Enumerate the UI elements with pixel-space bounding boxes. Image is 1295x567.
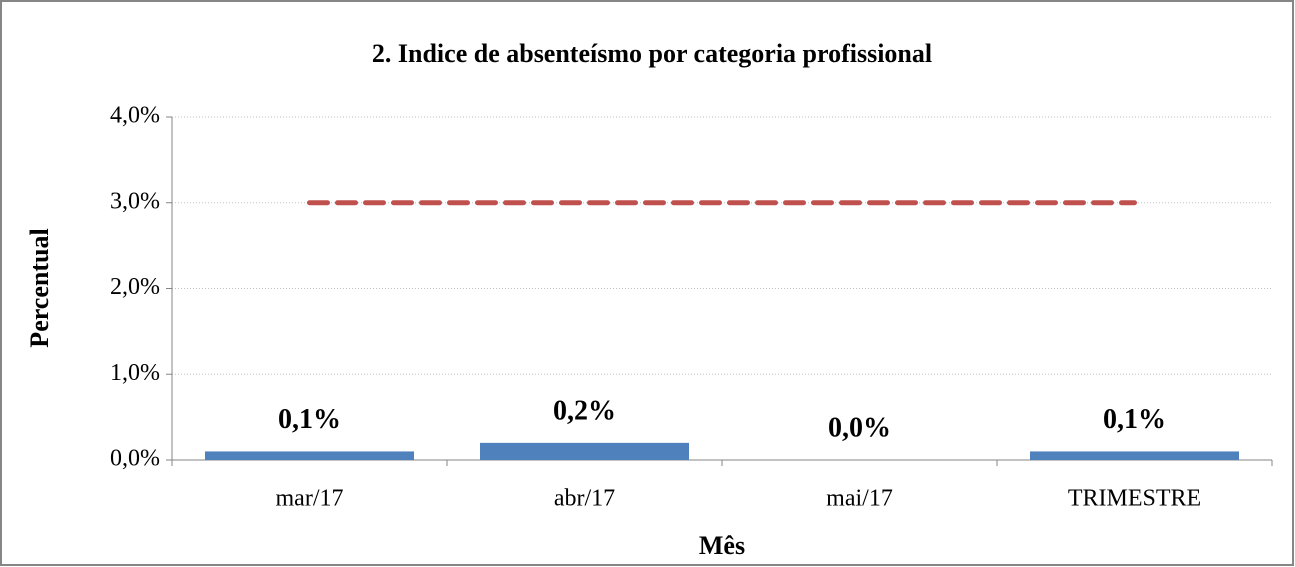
x-tick-label: abr/17 <box>554 486 615 512</box>
x-tick-label: mai/17 <box>826 486 893 512</box>
y-axis-label: Percentual <box>25 228 54 347</box>
bar <box>1030 451 1239 460</box>
chart-title: 2. Indice de absenteísmo por categoria p… <box>372 39 932 68</box>
y-tick-label: 2,0% <box>110 274 160 300</box>
value-label: 0,1% <box>1103 404 1166 435</box>
y-tick-label: 3,0% <box>110 188 160 214</box>
y-tick-label: 0,0% <box>110 446 160 472</box>
value-label: 0,2% <box>553 395 616 426</box>
y-tick-label: 4,0% <box>110 103 160 129</box>
x-tick-label: mar/17 <box>276 486 344 512</box>
x-tick-label: TRIMESTRE <box>1068 486 1201 512</box>
value-label: 0,0% <box>828 412 891 443</box>
value-label: 0,1% <box>278 404 341 435</box>
bar <box>480 442 689 460</box>
x-axis-label: Mês <box>699 531 745 560</box>
y-tick-label: 1,0% <box>110 360 160 386</box>
bar <box>205 451 414 460</box>
